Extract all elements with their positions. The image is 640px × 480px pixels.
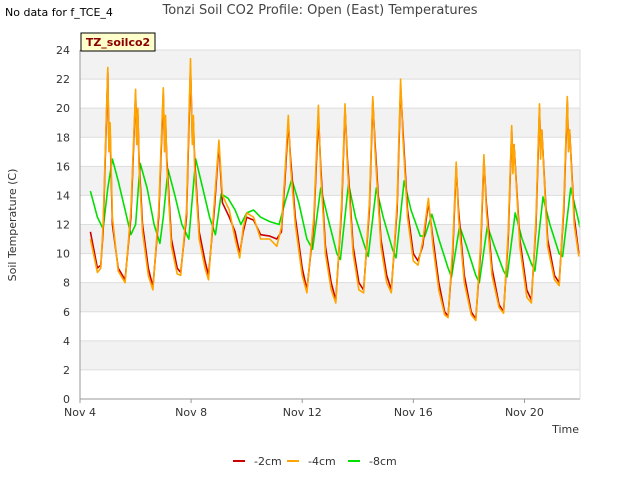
y-tick-label: 20: [56, 102, 70, 115]
no-data-note: No data for f_TCE_4: [5, 6, 113, 19]
y-tick-label: 22: [56, 73, 70, 86]
x-tick-labels: Nov 4 Nov 8 Nov 12 Nov 16 Nov 20: [64, 399, 544, 419]
y-tick-label: 10: [56, 248, 70, 261]
y-tick-label: 14: [56, 189, 70, 202]
legend-label: -2cm: [254, 455, 282, 468]
y-tick-label: 18: [56, 131, 70, 144]
y-tick-label: 2: [63, 364, 70, 377]
y-tick-label: 6: [63, 306, 70, 319]
plot-background-bands: [80, 50, 580, 370]
y-tick-label: 24: [56, 44, 70, 57]
y-tick-label: 12: [56, 219, 70, 232]
series-line-minus-8cm: [89, 158, 581, 284]
x-tick-label: Nov 8: [175, 406, 207, 419]
legend-label: -8cm: [369, 455, 397, 468]
y-axis-label: Soil Temperature (C): [6, 169, 19, 282]
band: [80, 340, 580, 370]
badge-text: TZ_soilco2: [86, 36, 150, 49]
badge: TZ_soilco2: [80, 32, 156, 52]
badge-box: [80, 32, 156, 52]
band: [80, 166, 580, 196]
chart-title: Tonzi Soil CO2 Profile: Open (East) Temp…: [162, 3, 478, 18]
y-tick-label: 4: [63, 335, 70, 348]
band: [80, 50, 580, 80]
x-tick-label: Nov 16: [394, 406, 433, 419]
x-tick-label: Nov 20: [505, 406, 544, 419]
y-tick-label: 16: [56, 160, 70, 173]
legend: -2cm -4cm -8cm: [233, 455, 397, 468]
y-tick-label: 0: [63, 393, 70, 406]
series-line-minus-4cm: [89, 57, 580, 322]
x-tick-label: Nov 4: [64, 406, 96, 419]
x-axis-label: Time: [551, 423, 579, 436]
legend-label: -4cm: [308, 455, 336, 468]
x-tick-label: Nov 12: [283, 406, 322, 419]
band: [80, 108, 580, 138]
plot-axes: [79, 50, 581, 400]
y-tick-label: 8: [63, 277, 70, 290]
series-lines: [89, 57, 581, 322]
